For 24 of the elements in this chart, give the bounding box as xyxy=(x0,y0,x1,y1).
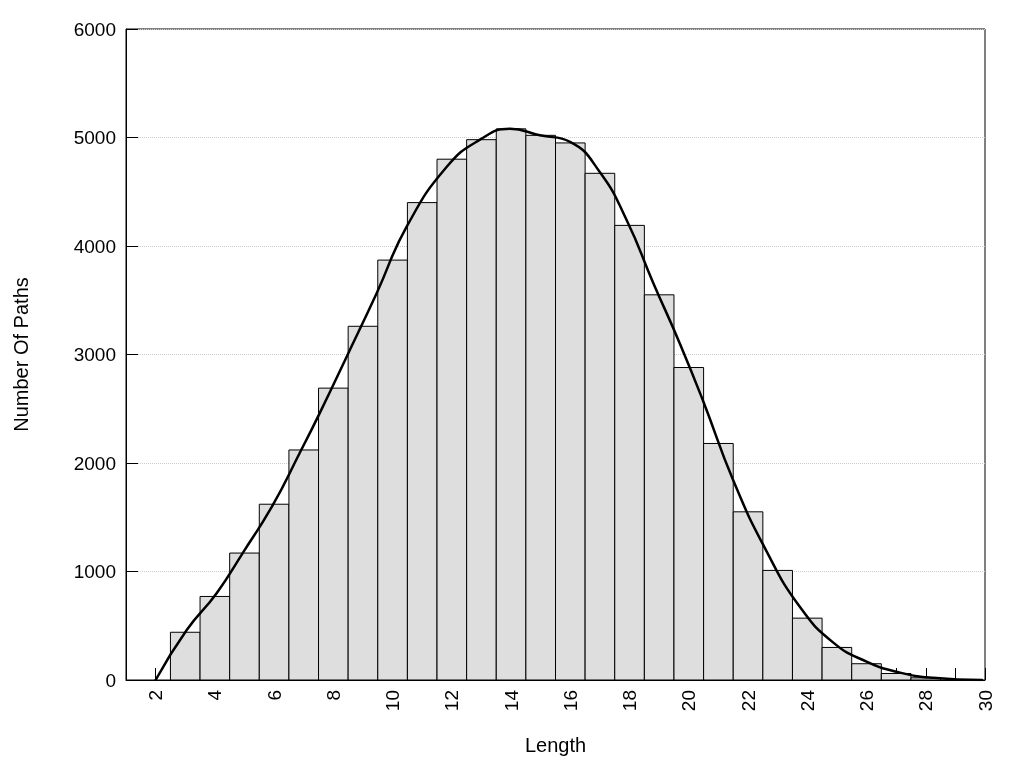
y-tick-label: 3000 xyxy=(73,344,116,365)
x-tick-label: 4 xyxy=(204,689,226,701)
x-tick-label: 8 xyxy=(322,690,344,701)
y-tick-label: 5000 xyxy=(73,127,116,148)
x-tick-label: 6 xyxy=(263,690,285,701)
x-tick-label: 2 xyxy=(145,690,167,701)
x-tick-label: 18 xyxy=(619,690,641,712)
y-tick-label: 2000 xyxy=(73,452,116,474)
x-tick-label: 24 xyxy=(796,689,818,712)
y-axis-title: Number Of Paths xyxy=(10,277,32,432)
y-tick-label: 4000 xyxy=(73,235,116,257)
x-tick-label: 28 xyxy=(915,690,937,712)
x-axis-title: Length xyxy=(524,734,587,756)
x-tick-label: 22 xyxy=(737,690,759,712)
x-tick-label: 26 xyxy=(856,690,878,712)
x-tick-label: 16 xyxy=(559,690,581,712)
y-tick-label: 1000 xyxy=(73,561,116,582)
x-tick-label: 12 xyxy=(441,690,463,712)
x-tick-label: 10 xyxy=(382,690,404,712)
x-tick-label: 14 xyxy=(500,689,522,712)
x-tick-label: 30 xyxy=(974,690,996,712)
y-tick-label: 0 xyxy=(105,669,116,691)
y-tick-label: 6000 xyxy=(73,18,116,40)
x-tick-label: 20 xyxy=(678,690,700,712)
